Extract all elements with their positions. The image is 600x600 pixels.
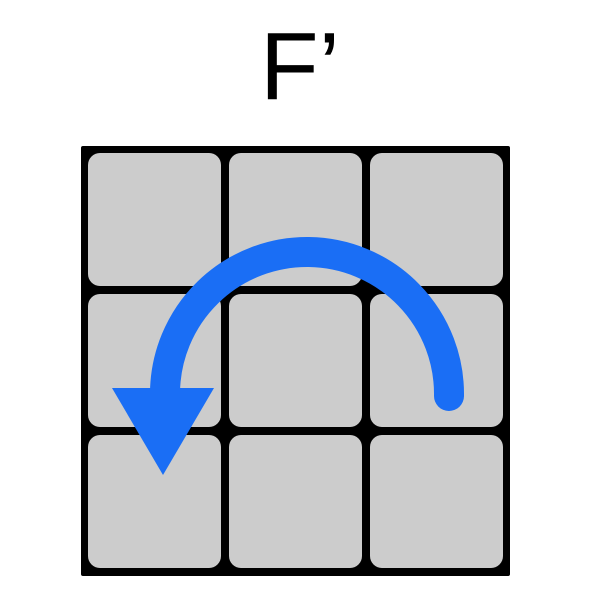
sticker-bottom-center (229, 435, 362, 568)
rotation-arrowhead-icon (112, 388, 214, 475)
sticker-bottom-right (370, 435, 503, 568)
sticker-bottom-left (88, 435, 221, 568)
sticker-top-left (88, 153, 221, 286)
sticker-center (229, 294, 362, 427)
sticker-top-right (370, 153, 503, 286)
move-notation-title: F’ (260, 13, 340, 120)
rotation-arrow (112, 237, 465, 475)
rotation-arrow-arc (150, 237, 465, 411)
